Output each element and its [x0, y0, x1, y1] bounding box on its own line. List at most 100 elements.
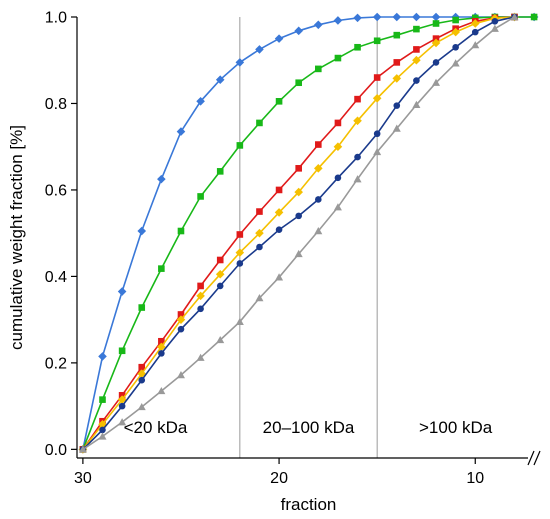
- data-point: [216, 282, 224, 290]
- y-ticks: 0.0 0.2 0.4 0.6 0.8 1.0: [45, 10, 77, 459]
- data-point: [215, 269, 225, 279]
- data-point: [295, 79, 302, 87]
- data-point: [99, 396, 106, 403]
- data-point: [471, 14, 479, 22]
- data-point: [196, 353, 205, 361]
- x-tick-label: 30: [74, 470, 92, 487]
- data-point: [471, 41, 480, 49]
- data-point: [275, 273, 284, 281]
- data-point: [314, 227, 323, 235]
- data-point: [118, 402, 126, 410]
- data-point: [176, 315, 186, 324]
- series-group: [78, 12, 539, 454]
- data-point: [235, 58, 245, 67]
- y-tick-label: 0.2: [45, 355, 67, 372]
- data-point: [275, 186, 283, 194]
- data-point: [413, 46, 420, 53]
- data-point: [314, 164, 323, 173]
- data-point: [372, 93, 382, 103]
- data-point: [274, 208, 284, 217]
- data-point: [118, 347, 126, 355]
- plot-area: [239, 17, 378, 458]
- y-tick-label: 0.8: [45, 96, 67, 113]
- data-point: [354, 153, 361, 161]
- data-point: [315, 196, 322, 203]
- data-point: [471, 28, 479, 36]
- data-point: [372, 12, 382, 22]
- series-6: [78, 13, 519, 453]
- data-point: [314, 20, 323, 30]
- data-point: [196, 291, 205, 301]
- data-point: [412, 55, 421, 65]
- data-point: [275, 226, 283, 234]
- data-point: [432, 35, 440, 42]
- data-point: [413, 25, 420, 33]
- data-point: [98, 352, 107, 361]
- data-point: [393, 31, 401, 39]
- data-point: [177, 325, 185, 333]
- data-point: [451, 27, 460, 37]
- data-point: [392, 74, 402, 83]
- region-label: >100 kDa: [419, 418, 493, 437]
- data-point: [177, 311, 185, 318]
- data-point: [333, 16, 343, 25]
- data-point: [236, 231, 244, 238]
- data-point: [333, 142, 343, 152]
- data-point: [294, 187, 303, 197]
- data-point: [137, 402, 146, 411]
- data-point: [118, 418, 127, 426]
- data-point: [197, 282, 204, 290]
- data-point: [236, 142, 244, 149]
- data-point: [490, 24, 499, 32]
- data-point: [393, 102, 401, 109]
- x-axis-break-slash: [533, 450, 541, 466]
- data-point: [491, 18, 499, 25]
- data-point: [216, 335, 225, 344]
- data-point: [215, 75, 225, 84]
- data-point: [137, 226, 147, 236]
- x-axis-label: fraction: [281, 495, 337, 514]
- data-point: [452, 16, 459, 24]
- data-point: [353, 13, 362, 23]
- data-point: [117, 395, 127, 404]
- data-point: [373, 147, 382, 156]
- x-axis-break-mark: [527, 450, 541, 466]
- data-point: [334, 54, 342, 62]
- data-point: [392, 124, 401, 132]
- data-point: [197, 305, 204, 313]
- data-point: [373, 130, 381, 138]
- data-point: [196, 97, 205, 106]
- data-point: [216, 256, 224, 264]
- data-point: [99, 426, 106, 434]
- data-point: [138, 376, 146, 384]
- data-point: [158, 350, 165, 357]
- data-point: [354, 95, 361, 103]
- data-point: [392, 12, 402, 22]
- data-point: [333, 203, 342, 211]
- y-tick-label: 0.4: [45, 269, 67, 286]
- data-point: [176, 127, 186, 136]
- data-point: [98, 419, 107, 429]
- data-point: [413, 77, 420, 84]
- data-point: [157, 342, 166, 352]
- series-2: [79, 13, 538, 453]
- data-point: [256, 243, 263, 251]
- series-5: [79, 13, 518, 453]
- region-label: <20 kDa: [124, 418, 188, 437]
- region-label: 20–100 kDa: [263, 418, 355, 437]
- data-point: [315, 141, 322, 148]
- data-point: [235, 317, 244, 326]
- series-line: [82, 16, 535, 450]
- data-point: [432, 78, 441, 86]
- data-point: [294, 26, 303, 36]
- x-tick-label: 10: [466, 470, 484, 487]
- y-axis-label: cumulative weight fraction [%]: [7, 125, 26, 350]
- data-point: [137, 369, 147, 378]
- data-point: [294, 249, 303, 258]
- data-point: [334, 174, 342, 182]
- data-point: [138, 363, 146, 371]
- data-point: [197, 193, 204, 200]
- series-line: [82, 16, 535, 450]
- data-point: [255, 45, 264, 54]
